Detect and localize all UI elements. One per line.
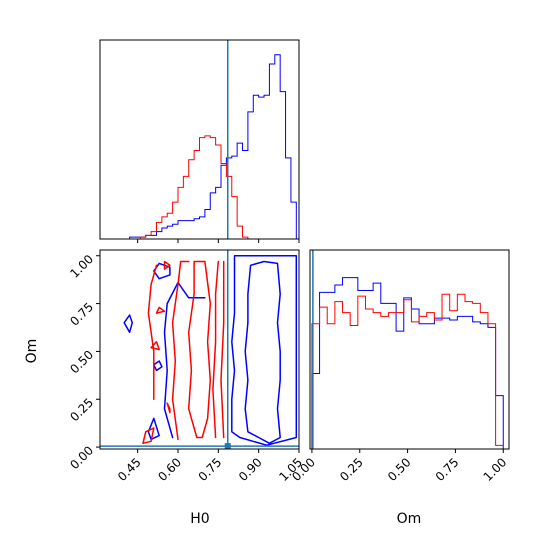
- contour-series-2-line: [150, 341, 160, 351]
- hist-H0-panel: [99, 39, 300, 243]
- contour-series-2-line: [142, 427, 155, 445]
- contour-series-2-line: [155, 306, 166, 314]
- contour-frame: [99, 249, 300, 450]
- contour-series-2-line: [212, 260, 220, 439]
- contour-H0-Om-panel: 0.45 0.60 0.75 0.90 1.050.000.250.500.751.00: [67, 249, 305, 484]
- hist-Om-series-2-step: [311, 293, 504, 449]
- x-axis-label-Om: Om: [397, 511, 422, 527]
- contour-truth-marker: [224, 443, 231, 450]
- contour-series-1-line: [123, 314, 134, 334]
- contour-series-1-line: [163, 281, 206, 439]
- hist-Om-x-tick-label: 0.50: [385, 455, 414, 484]
- contour-series-2-line: [220, 260, 225, 439]
- contour-x-tick-label: 0.75: [196, 455, 225, 484]
- contour-y-tick-label: 1.00: [67, 252, 96, 281]
- contour-series-1-line: [153, 262, 171, 280]
- x-axis-label-H0: H0: [190, 511, 209, 527]
- hist-H0-series-2-step: [102, 135, 297, 240]
- contour-series-1-line: [244, 260, 281, 445]
- contour-series-2-line: [187, 260, 212, 439]
- contour-series-2-line: [163, 260, 171, 270]
- contour-x-tick-label: 0.45: [115, 455, 144, 484]
- contour-series-2-line: [171, 260, 190, 441]
- contour-y-tick-label: 0.25: [67, 395, 96, 424]
- hist-Om-panel: 0.00 0.25 0.50 0.75 1.00: [289, 249, 510, 484]
- hist-Om-x-tick-label: 0.25: [337, 455, 366, 484]
- contour-y-tick-label: 0.00: [67, 443, 96, 472]
- contour-x-tick-label: 0.90: [236, 455, 265, 484]
- contour-y-tick-label: 0.50: [67, 348, 96, 377]
- hist-Om-series-1-step: [311, 277, 504, 449]
- hist-H0-frame: [99, 39, 300, 240]
- hist-Om-x-tick-label: 1.00: [481, 455, 510, 484]
- contour-series-2-line: [147, 264, 158, 401]
- contour-y-tick-label: 0.75: [67, 300, 96, 329]
- contour-series-2-line: [166, 402, 171, 414]
- contour-series-1-line: [153, 360, 163, 372]
- contour-series-1-line: [231, 254, 298, 446]
- hist-Om-x-tick-label: 0.75: [433, 455, 462, 484]
- hist-Om-frame: [309, 249, 510, 450]
- y-axis-label-Om: Om: [24, 339, 40, 364]
- contour-x-tick-label: 0.60: [155, 455, 184, 484]
